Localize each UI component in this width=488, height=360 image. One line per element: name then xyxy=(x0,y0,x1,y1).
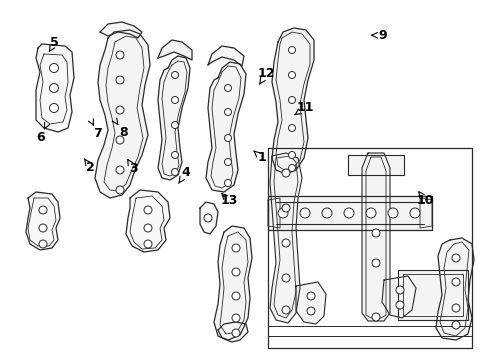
Circle shape xyxy=(371,229,379,237)
Circle shape xyxy=(288,152,295,158)
Text: 1: 1 xyxy=(257,151,265,164)
Polygon shape xyxy=(158,56,190,180)
Circle shape xyxy=(371,313,379,321)
Circle shape xyxy=(282,239,289,247)
Circle shape xyxy=(395,301,403,309)
Polygon shape xyxy=(435,238,473,340)
Polygon shape xyxy=(95,30,150,198)
Circle shape xyxy=(116,136,124,144)
Circle shape xyxy=(288,165,295,171)
Circle shape xyxy=(171,122,178,129)
Circle shape xyxy=(278,208,287,218)
Polygon shape xyxy=(381,276,415,318)
Circle shape xyxy=(39,224,47,232)
Text: 2: 2 xyxy=(86,161,95,174)
Text: 8: 8 xyxy=(119,126,127,139)
Circle shape xyxy=(321,208,331,218)
Circle shape xyxy=(49,84,59,93)
Circle shape xyxy=(306,292,314,300)
Circle shape xyxy=(451,254,459,262)
Text: 13: 13 xyxy=(220,194,237,207)
Circle shape xyxy=(306,307,314,315)
Circle shape xyxy=(288,96,295,104)
Circle shape xyxy=(365,208,375,218)
Circle shape xyxy=(288,72,295,78)
Polygon shape xyxy=(126,190,170,252)
Text: 3: 3 xyxy=(128,162,137,175)
Polygon shape xyxy=(397,270,467,320)
Circle shape xyxy=(39,206,47,214)
Polygon shape xyxy=(361,153,389,321)
Polygon shape xyxy=(218,322,247,342)
Circle shape xyxy=(143,224,152,232)
Text: 11: 11 xyxy=(296,101,314,114)
Polygon shape xyxy=(26,192,60,250)
Circle shape xyxy=(282,274,289,282)
Circle shape xyxy=(231,244,240,252)
Circle shape xyxy=(282,169,289,177)
Circle shape xyxy=(143,206,152,214)
Polygon shape xyxy=(158,40,192,60)
Circle shape xyxy=(116,186,124,194)
Circle shape xyxy=(451,321,459,329)
Polygon shape xyxy=(100,22,142,38)
Circle shape xyxy=(39,240,47,248)
Text: 12: 12 xyxy=(257,67,275,80)
Polygon shape xyxy=(207,46,244,66)
Text: 10: 10 xyxy=(416,194,433,207)
Circle shape xyxy=(371,259,379,267)
Circle shape xyxy=(288,125,295,131)
Circle shape xyxy=(231,292,240,300)
Circle shape xyxy=(203,214,212,222)
Circle shape xyxy=(171,152,178,158)
Circle shape xyxy=(49,63,59,72)
Polygon shape xyxy=(200,202,218,234)
Circle shape xyxy=(231,268,240,276)
Polygon shape xyxy=(214,226,251,340)
Circle shape xyxy=(299,208,309,218)
Circle shape xyxy=(409,208,419,218)
Text: 4: 4 xyxy=(181,166,190,179)
Circle shape xyxy=(171,96,178,104)
Circle shape xyxy=(282,306,289,314)
Circle shape xyxy=(231,314,240,322)
Circle shape xyxy=(288,46,295,54)
Circle shape xyxy=(224,135,231,141)
Circle shape xyxy=(224,85,231,91)
Circle shape xyxy=(395,286,403,294)
Text: 5: 5 xyxy=(50,36,59,49)
Circle shape xyxy=(116,76,124,84)
Polygon shape xyxy=(36,44,74,132)
Circle shape xyxy=(451,278,459,286)
Circle shape xyxy=(171,72,178,78)
Circle shape xyxy=(343,208,353,218)
Circle shape xyxy=(224,108,231,116)
Circle shape xyxy=(49,104,59,113)
Circle shape xyxy=(224,180,231,186)
Circle shape xyxy=(171,168,178,176)
Polygon shape xyxy=(205,62,245,192)
Circle shape xyxy=(143,240,152,248)
Polygon shape xyxy=(295,282,325,324)
Text: 7: 7 xyxy=(93,127,102,140)
Circle shape xyxy=(116,106,124,114)
Polygon shape xyxy=(347,155,403,175)
Circle shape xyxy=(387,208,397,218)
Circle shape xyxy=(231,329,240,337)
Text: 6: 6 xyxy=(36,131,44,144)
Polygon shape xyxy=(269,153,302,323)
Circle shape xyxy=(116,166,124,174)
Circle shape xyxy=(224,158,231,166)
Polygon shape xyxy=(271,28,313,174)
Circle shape xyxy=(451,304,459,312)
Polygon shape xyxy=(267,196,431,230)
Text: 9: 9 xyxy=(377,29,386,42)
Circle shape xyxy=(282,204,289,212)
Circle shape xyxy=(116,51,124,59)
